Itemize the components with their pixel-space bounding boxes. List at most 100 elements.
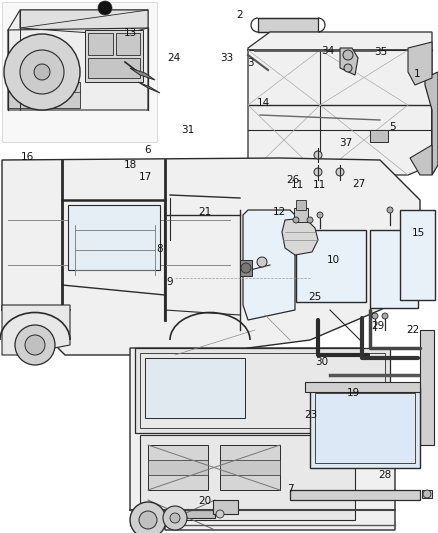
Bar xyxy=(88,58,140,78)
Text: 2: 2 xyxy=(237,10,244,20)
Circle shape xyxy=(314,151,322,159)
Text: 7: 7 xyxy=(287,484,294,494)
Bar xyxy=(370,230,418,308)
Polygon shape xyxy=(258,18,318,32)
Text: 28: 28 xyxy=(378,471,391,480)
Circle shape xyxy=(130,502,166,533)
Polygon shape xyxy=(20,10,148,35)
Text: 30: 30 xyxy=(315,358,328,367)
Bar xyxy=(294,208,308,222)
Circle shape xyxy=(314,168,322,176)
Bar xyxy=(400,210,435,300)
Circle shape xyxy=(387,207,393,213)
Text: 18: 18 xyxy=(124,160,137,170)
Text: 25: 25 xyxy=(308,293,321,302)
Bar xyxy=(315,393,415,463)
Text: 11: 11 xyxy=(291,181,304,190)
Text: 31: 31 xyxy=(181,125,194,135)
Bar xyxy=(370,130,388,142)
Circle shape xyxy=(423,490,431,498)
Text: 35: 35 xyxy=(374,47,388,57)
Bar xyxy=(290,490,420,500)
Text: 14: 14 xyxy=(257,99,270,108)
Polygon shape xyxy=(243,210,295,320)
Polygon shape xyxy=(340,48,358,75)
Polygon shape xyxy=(425,72,438,175)
Polygon shape xyxy=(130,348,395,530)
Text: 33: 33 xyxy=(220,53,233,62)
Text: 15: 15 xyxy=(412,229,425,238)
Circle shape xyxy=(307,217,313,223)
Circle shape xyxy=(34,64,50,80)
Text: 29: 29 xyxy=(371,321,384,331)
Text: 9: 9 xyxy=(166,278,173,287)
Polygon shape xyxy=(355,405,395,450)
Circle shape xyxy=(98,1,112,15)
Text: 26: 26 xyxy=(286,175,299,185)
Circle shape xyxy=(344,64,352,72)
Polygon shape xyxy=(410,145,432,175)
Bar xyxy=(68,205,160,270)
Circle shape xyxy=(163,506,187,530)
Circle shape xyxy=(317,212,323,218)
Bar xyxy=(420,330,434,445)
Circle shape xyxy=(20,50,64,94)
Circle shape xyxy=(241,263,251,273)
Bar xyxy=(148,460,208,475)
Bar xyxy=(88,33,113,55)
Circle shape xyxy=(257,257,267,267)
Text: 10: 10 xyxy=(327,255,340,265)
Circle shape xyxy=(25,335,45,355)
Text: 17: 17 xyxy=(139,172,152,182)
Circle shape xyxy=(293,217,299,223)
Bar xyxy=(165,510,215,518)
Bar xyxy=(2,2,157,142)
Text: 1: 1 xyxy=(413,69,420,78)
Bar xyxy=(8,82,80,108)
Text: 16: 16 xyxy=(21,152,34,162)
Circle shape xyxy=(372,313,378,319)
Circle shape xyxy=(216,510,224,518)
Text: 20: 20 xyxy=(198,496,212,506)
Text: 23: 23 xyxy=(304,410,318,419)
Circle shape xyxy=(170,513,180,523)
Bar xyxy=(135,348,390,433)
Bar xyxy=(148,445,208,490)
Polygon shape xyxy=(130,68,155,80)
Bar xyxy=(305,382,420,392)
Text: 19: 19 xyxy=(347,389,360,398)
Bar xyxy=(296,230,366,302)
Polygon shape xyxy=(8,10,148,110)
Text: 27: 27 xyxy=(353,179,366,189)
Text: 37: 37 xyxy=(339,138,353,148)
Circle shape xyxy=(15,325,55,365)
Polygon shape xyxy=(138,82,160,93)
Text: 24: 24 xyxy=(168,53,181,62)
Circle shape xyxy=(343,50,353,60)
Bar xyxy=(310,388,420,468)
Bar xyxy=(296,200,306,210)
Bar xyxy=(140,435,355,520)
Bar xyxy=(220,460,280,475)
Text: 13: 13 xyxy=(124,28,137,38)
Text: 12: 12 xyxy=(273,207,286,217)
Text: 11: 11 xyxy=(313,181,326,190)
Circle shape xyxy=(336,168,344,176)
Polygon shape xyxy=(2,158,420,355)
Bar xyxy=(85,30,143,82)
Bar xyxy=(140,353,385,428)
Polygon shape xyxy=(248,32,432,175)
Text: 21: 21 xyxy=(198,207,212,217)
Text: 34: 34 xyxy=(321,46,334,55)
Circle shape xyxy=(139,511,157,529)
Bar xyxy=(240,260,252,276)
Circle shape xyxy=(4,34,80,110)
Bar xyxy=(145,358,245,418)
Bar xyxy=(116,33,140,55)
Polygon shape xyxy=(408,42,432,85)
Text: 8: 8 xyxy=(156,245,163,254)
Bar xyxy=(213,500,238,514)
Polygon shape xyxy=(2,305,70,355)
Bar xyxy=(220,445,280,490)
Text: 5: 5 xyxy=(389,122,396,132)
